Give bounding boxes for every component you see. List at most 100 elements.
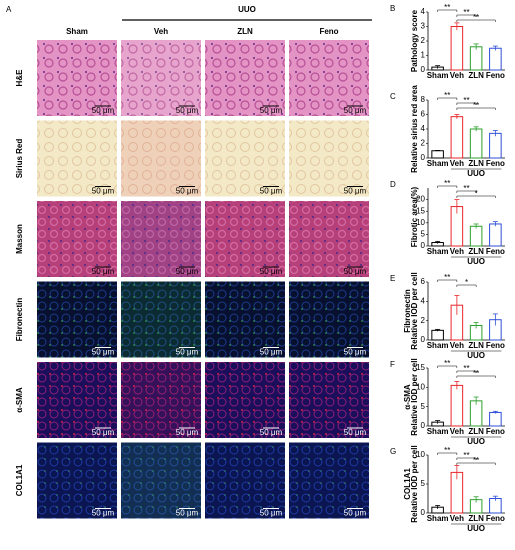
significance-bracket [456, 190, 477, 193]
y-tick-label: 6 [421, 277, 426, 286]
significance-bracket [456, 462, 496, 465]
micrograph [289, 281, 369, 358]
y-tick-label: 2 [421, 36, 426, 45]
y-axis-label: Fibrotic area(%) [410, 186, 419, 247]
x-tick-label: Feno [486, 341, 505, 350]
y-tick-label: 0 [421, 335, 426, 344]
scale-bar-label: 50 μm [92, 428, 115, 437]
x-tick-label: Feno [486, 427, 505, 436]
significance-bracket [456, 102, 477, 105]
group-label: UUO [467, 257, 485, 266]
significance-label: ** [444, 446, 450, 455]
significance-bracket [456, 284, 477, 287]
column-label: ZLN [237, 27, 253, 36]
row-label: Masson [15, 224, 24, 254]
x-tick-label: Sham [427, 247, 449, 256]
scale-bar-label: 50 μm [344, 428, 367, 437]
bar [469, 128, 483, 159]
significance-bracket [456, 195, 496, 198]
group-label: UUO [238, 5, 256, 14]
y-tick-label: 5 [421, 402, 426, 411]
column-label: Sham [66, 27, 88, 36]
micrograph [205, 120, 285, 197]
staining-overlay [121, 201, 201, 277]
panel-label: A [6, 5, 12, 14]
scale-bar-label: 50 μm [176, 267, 199, 276]
significance-label: ** [473, 13, 479, 22]
bar [431, 150, 444, 159]
row-label: H&E [15, 69, 24, 87]
y-tick-label: 6 [421, 110, 426, 119]
panel-label: F [390, 360, 395, 369]
significance-label: * [465, 278, 468, 287]
y-tick-label: 0 [421, 65, 426, 74]
bar [489, 47, 502, 71]
row-label: Sirius Red [15, 139, 24, 179]
micrograph [289, 201, 369, 277]
x-tick-label: Sham [427, 427, 449, 436]
significance-label: ** [463, 184, 469, 193]
significance-label: ** [463, 8, 469, 17]
y-axis-label: Relative IOD per cell [410, 272, 419, 349]
significance-bracket [456, 19, 496, 22]
significance-bracket [456, 370, 477, 373]
micrograph [121, 281, 201, 358]
y-tick-label: 5 [421, 479, 426, 488]
x-tick-label: Sham [427, 71, 449, 80]
panel-label: G [390, 447, 396, 456]
significance-bracket [456, 457, 477, 460]
significance-label: ** [463, 96, 469, 105]
y-tick-label: 4 [421, 124, 426, 133]
y-tick-label: 0 [421, 508, 426, 517]
significance-bracket [456, 375, 496, 378]
x-tick-label: Sham [427, 159, 449, 168]
x-tick-label: ZLN [468, 427, 484, 436]
x-tick-label: Feno [486, 247, 505, 256]
micrograph [121, 120, 201, 197]
x-tick-label: Veh [450, 247, 464, 256]
scale-bar-label: 50 μm [344, 187, 367, 196]
scale-bar-label: 50 μm [176, 428, 199, 437]
micrograph [205, 442, 285, 519]
significance-label: ** [444, 273, 450, 282]
y-tick-label: 1 [421, 51, 426, 60]
y-axis-label: Pathology score [410, 9, 419, 72]
y-tick-label: 15 [416, 363, 425, 372]
micrograph [37, 40, 117, 116]
significance-label: ** [463, 364, 469, 373]
staining-overlay [121, 281, 201, 358]
row-label: Fibronectin [15, 298, 24, 342]
x-tick-label: Feno [486, 514, 505, 523]
scale-bar-label: 50 μm [92, 267, 115, 276]
scale-bar-label: 50 μm [344, 348, 367, 357]
y-axis-label: COL1A1 [403, 468, 412, 500]
scale-bar-label: 50 μm [260, 267, 283, 276]
x-tick-label: Veh [450, 159, 464, 168]
micrograph [205, 40, 285, 116]
bar [469, 225, 483, 247]
y-tick-label: 8 [421, 95, 426, 104]
micrograph [289, 362, 369, 438]
x-tick-label: ZLN [468, 159, 484, 168]
significance-label: ** [444, 359, 450, 368]
y-tick-label: 5 [421, 230, 426, 239]
micrograph [121, 362, 201, 438]
micrograph [289, 442, 369, 519]
significance-label: ** [473, 101, 479, 110]
x-tick-label: Sham [427, 514, 449, 523]
column-label: Veh [154, 27, 168, 36]
y-tick-label: 0 [421, 241, 426, 250]
significance-bracket [456, 14, 477, 17]
group-label: UUO [467, 524, 485, 533]
group-label: UUO [467, 169, 485, 178]
scale-bar-label: 50 μm [260, 187, 283, 196]
significance-label: ** [444, 91, 450, 100]
scale-bar-label: 50 μm [176, 509, 199, 518]
bar [431, 329, 444, 341]
x-tick-label: ZLN [468, 514, 484, 523]
scale-bar-label: 50 μm [344, 267, 367, 276]
x-tick-label: Veh [450, 71, 464, 80]
y-tick-label: 0 [421, 421, 426, 430]
x-tick-label: Veh [450, 341, 464, 350]
x-tick-label: Veh [450, 514, 464, 523]
